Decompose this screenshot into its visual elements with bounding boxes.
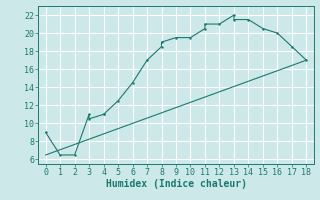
X-axis label: Humidex (Indice chaleur): Humidex (Indice chaleur) (106, 179, 246, 189)
